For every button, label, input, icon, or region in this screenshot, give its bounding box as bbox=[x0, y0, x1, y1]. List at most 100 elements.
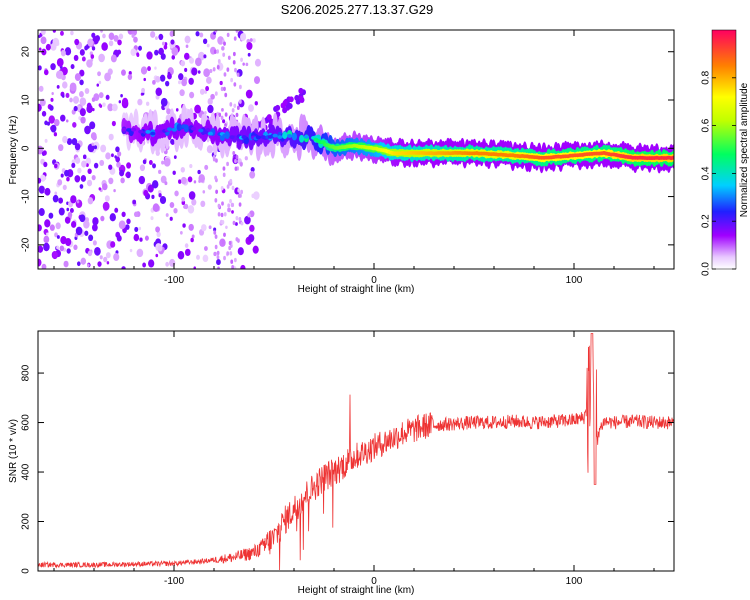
spectrogram-speckle bbox=[178, 73, 184, 81]
spectrogram-speckle bbox=[234, 158, 237, 164]
spectrogram-speckle bbox=[174, 190, 179, 197]
spectrogram-speckle bbox=[216, 65, 220, 70]
spectrogram-speckle bbox=[60, 30, 64, 36]
spectrogram-speckle bbox=[202, 254, 209, 263]
spectrogram-speckle bbox=[38, 208, 45, 217]
spectrogram-speckle bbox=[69, 97, 73, 103]
spectrogram-speckle bbox=[235, 154, 239, 160]
spectrogram-ridge-cell bbox=[167, 127, 173, 132]
spectrogram-speckle bbox=[216, 250, 220, 256]
spectrogram-speckle bbox=[180, 176, 187, 185]
spectrogram-speckle bbox=[84, 230, 89, 236]
spectrogram-speckle bbox=[212, 67, 216, 72]
spectrogram-ridge-cell bbox=[171, 127, 177, 132]
spectrogram-speckle bbox=[201, 224, 207, 232]
spectrogram-y-tick-label: -20 bbox=[21, 237, 32, 252]
spectrogram-speckle bbox=[49, 224, 55, 231]
spectrogram-speckle bbox=[234, 222, 238, 226]
spectrogram-speckle bbox=[98, 187, 102, 191]
spectrogram-speckle bbox=[87, 38, 94, 47]
spectrogram-speckle bbox=[223, 232, 226, 237]
spectrogram-speckle bbox=[227, 203, 231, 208]
spectrogram-speckle bbox=[165, 80, 170, 87]
spectrogram-speckle bbox=[90, 54, 95, 59]
spectrogram-speckle bbox=[48, 212, 54, 219]
spectrogram-speckle bbox=[118, 100, 122, 104]
spectrogram-speckle bbox=[221, 201, 224, 206]
spectrogram-speckle bbox=[213, 251, 217, 257]
spectrogram-speckle bbox=[72, 96, 80, 104]
spectrogram-speckle bbox=[132, 199, 137, 205]
spectrogram-speckle bbox=[181, 200, 186, 206]
spectrogram-speckle bbox=[76, 261, 81, 267]
spectrogram-speckle bbox=[253, 191, 260, 200]
spectrogram-speckle bbox=[254, 58, 261, 67]
spectrogram-speckle bbox=[220, 86, 224, 92]
spectrogram-ridge-cell bbox=[282, 133, 288, 138]
spectrogram-speckle bbox=[143, 189, 149, 197]
spectrogram-speckle bbox=[188, 77, 194, 85]
spectrogram-speckle bbox=[205, 86, 210, 92]
spectrogram-arm-blob bbox=[288, 96, 294, 103]
spectrogram-speckle bbox=[242, 62, 245, 66]
spectrogram-speckle bbox=[144, 235, 149, 241]
spectrogram-speckle bbox=[69, 207, 74, 214]
spectrogram-speckle bbox=[97, 71, 101, 77]
spectrogram-speckle bbox=[91, 223, 98, 232]
spectrogram-speckle bbox=[54, 191, 58, 196]
spectrogram-speckle bbox=[40, 36, 47, 45]
spectrogram-speckle bbox=[156, 231, 161, 238]
spectrogram-speckle bbox=[221, 46, 225, 51]
spectrogram-speckle bbox=[43, 161, 48, 168]
colorbar-label: Normalized spectral amplitude bbox=[739, 82, 750, 217]
spectrogram-speckle bbox=[125, 172, 129, 177]
spectrogram-speckle bbox=[202, 38, 208, 45]
spectrogram-speckle bbox=[180, 60, 186, 67]
spectrogram-speckle bbox=[85, 157, 92, 166]
spectrogram-speckle bbox=[121, 211, 126, 218]
spectrogram-speckle bbox=[87, 197, 94, 205]
spectrogram-speckle bbox=[71, 159, 76, 165]
spectrogram-speckle bbox=[114, 207, 119, 213]
spectrogram-speckle bbox=[207, 104, 214, 114]
spectrogram-speckle bbox=[235, 215, 239, 221]
spectrogram-speckle bbox=[235, 237, 239, 242]
spectrogram-ridge-cell bbox=[299, 134, 305, 143]
spectrogram-speckle bbox=[223, 86, 226, 92]
spectrogram-speckle bbox=[113, 35, 119, 42]
spectrogram-speckle bbox=[232, 60, 236, 65]
spectrogram-speckle bbox=[188, 191, 196, 200]
spectrogram-speckle bbox=[238, 217, 242, 222]
spectrogram-speckle bbox=[102, 201, 110, 211]
snr-axes: -100 0 100 0 200 400 600 800 bbox=[21, 331, 674, 587]
spectrogram-ridge-cell bbox=[207, 131, 213, 136]
spectrogram-speckle bbox=[203, 68, 211, 78]
spectrogram-speckle bbox=[77, 167, 82, 174]
spectrogram-speckle bbox=[152, 163, 156, 169]
spectrogram-speckle bbox=[87, 263, 90, 267]
spectrogram-speckle bbox=[133, 36, 138, 43]
spectrogram-speckle bbox=[140, 66, 148, 75]
spectrogram-speckle bbox=[240, 189, 244, 195]
figure-title: S206.2025.277.13.37.G29 bbox=[281, 2, 434, 17]
spectrogram-speckle bbox=[240, 264, 246, 269]
spectrogram-speckle bbox=[155, 253, 159, 258]
spectrogram-speckle bbox=[193, 180, 197, 184]
spectrogram-speckle bbox=[62, 81, 68, 89]
spectrogram-speckle bbox=[60, 114, 66, 122]
spectrogram-speckle bbox=[102, 33, 106, 39]
colorbar-tick-label: 0.6 bbox=[701, 118, 712, 132]
spectrogram-speckle bbox=[76, 105, 82, 112]
spectrogram-speckle bbox=[214, 198, 218, 203]
spectrogram-speckle bbox=[55, 222, 61, 230]
spectrogram-speckle bbox=[223, 72, 227, 77]
spectrogram-speckle bbox=[248, 234, 255, 243]
spectrogram-ridge-cell bbox=[198, 128, 204, 133]
spectrogram-speckle bbox=[214, 175, 218, 181]
spectrogram-speckle bbox=[221, 220, 225, 225]
spectrogram-ridge-cell bbox=[121, 127, 127, 132]
spectrogram-speckle bbox=[239, 162, 243, 167]
spectrogram-speckle bbox=[67, 211, 73, 218]
spectrogram-arm-blob bbox=[282, 107, 288, 114]
spectrogram-speckle bbox=[217, 59, 221, 64]
